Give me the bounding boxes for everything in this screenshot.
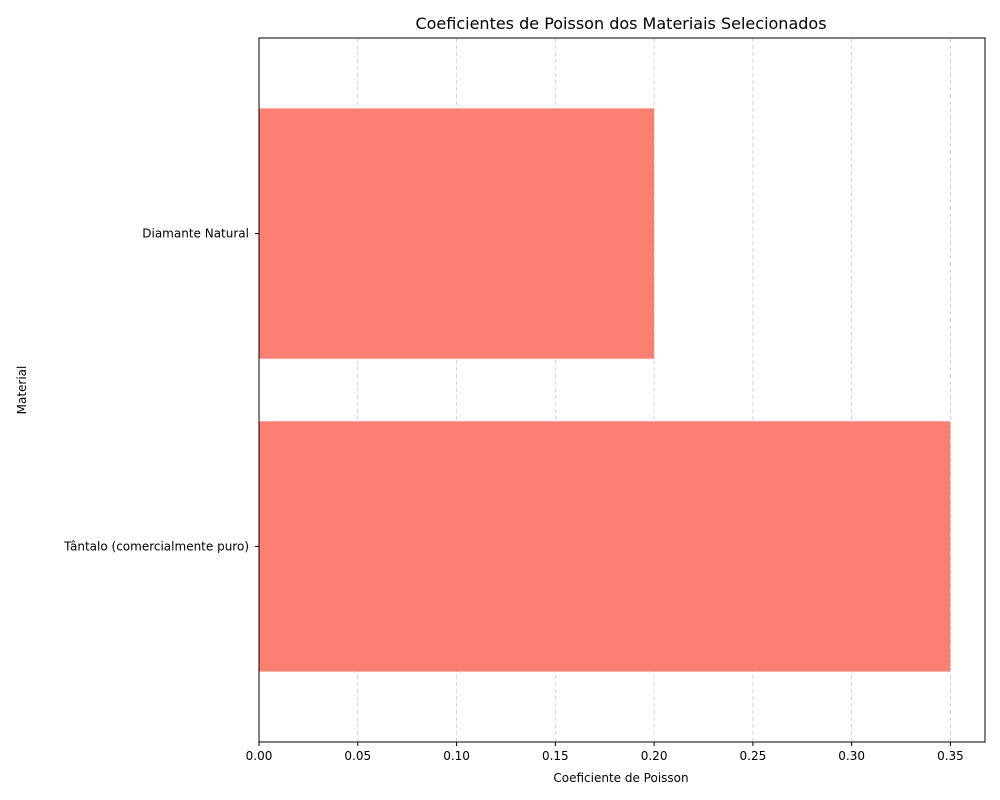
x-axis-label: Coeficiente de Poisson — [553, 771, 688, 785]
bar — [259, 421, 951, 672]
y-tick-label: Diamante Natural — [142, 227, 249, 241]
x-tick-label: 0.15 — [542, 749, 569, 763]
bar — [259, 108, 655, 359]
x-tick-label: 0.00 — [246, 749, 273, 763]
x-tick-label: 0.05 — [344, 749, 371, 763]
x-tick-label: 0.25 — [740, 749, 767, 763]
chart-title: Coeficientes de Poisson dos Materiais Se… — [415, 14, 826, 33]
x-tick-label: 0.10 — [443, 749, 470, 763]
grid-lines — [357, 38, 951, 742]
bars — [259, 108, 951, 672]
plot-frame — [258, 37, 986, 743]
y-tick-label: Tântalo (comercialmente puro) — [63, 539, 249, 553]
y-axis-label: Material — [15, 366, 29, 415]
x-tick-label: 0.35 — [937, 749, 964, 763]
x-tick-label: 0.20 — [641, 749, 668, 763]
axis-ticks: 0.00 0.05 0.10 0.15 0.20 0.25 0.30 0.35 Tântalo … — [63, 227, 964, 763]
x-tick-label: 0.30 — [838, 749, 865, 763]
